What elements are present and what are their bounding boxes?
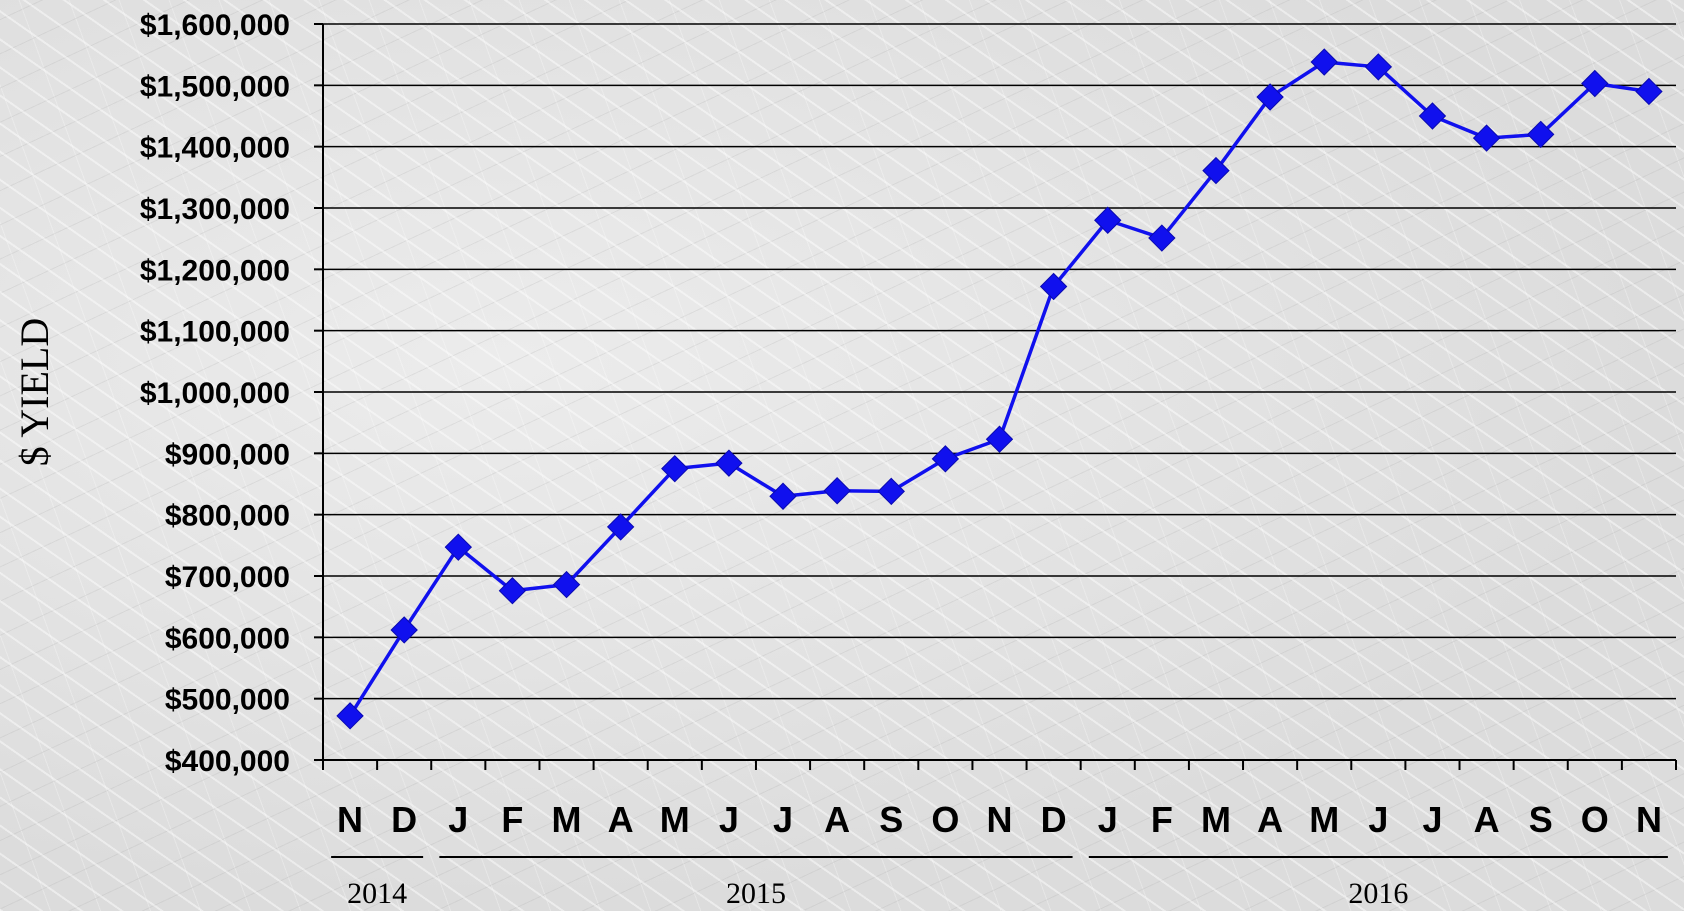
y-tick-label: $800,000 xyxy=(165,500,290,533)
data-point-marker xyxy=(1364,53,1393,81)
year-labels: 2014 2015 2016 xyxy=(331,856,1668,910)
data-point-marker xyxy=(1310,48,1338,76)
data-point-marker xyxy=(336,702,364,730)
data-point-marker xyxy=(985,425,1014,453)
y-axis-label: $ YIELD xyxy=(12,318,57,466)
data-point-marker xyxy=(498,577,527,605)
x-tick-label: J xyxy=(719,799,739,840)
data-point-marker xyxy=(661,454,689,483)
data-point-marker xyxy=(1256,83,1284,111)
x-tick-label: S xyxy=(879,799,903,840)
data-point-marker xyxy=(1635,77,1663,106)
data-point-marker xyxy=(1202,156,1230,185)
y-tick-label: $1,400,000 xyxy=(140,132,290,165)
y-tick-label: $1,000,000 xyxy=(140,377,290,410)
x-tick-label: M xyxy=(1309,799,1339,840)
series-group xyxy=(336,48,1663,730)
data-point-marker xyxy=(931,445,960,473)
data-point-marker xyxy=(1094,206,1122,234)
data-point-marker xyxy=(1472,124,1501,152)
x-tick-label: J xyxy=(1368,799,1388,840)
data-point-marker xyxy=(1526,120,1555,149)
y-tick-label: $1,100,000 xyxy=(140,316,290,349)
x-tick-label: N xyxy=(337,799,363,840)
x-tick-label: O xyxy=(931,799,959,840)
x-tick-label: F xyxy=(1151,799,1173,840)
x-tick-label: O xyxy=(1581,799,1609,840)
year-label: 2016 xyxy=(1348,877,1408,910)
x-tick-label: D xyxy=(391,799,417,840)
data-point-marker xyxy=(444,533,473,561)
data-point-marker xyxy=(769,482,797,510)
year-label: 2014 xyxy=(347,877,407,910)
x-tick-label: J xyxy=(1422,799,1442,840)
data-point-marker xyxy=(1418,102,1447,130)
x-tick-label: M xyxy=(660,799,690,840)
x-tick-label: A xyxy=(608,799,634,840)
x-tick-label: J xyxy=(1098,799,1118,840)
y-tick-label: $1,600,000 xyxy=(140,9,290,42)
data-point-marker xyxy=(552,570,581,599)
x-tick-label: M xyxy=(1201,799,1231,840)
data-point-marker xyxy=(823,477,851,505)
x-tick-label: M xyxy=(552,799,582,840)
x-tick-label: S xyxy=(1529,799,1553,840)
data-point-marker xyxy=(715,449,743,477)
x-tick-label: A xyxy=(824,799,850,840)
data-point-marker xyxy=(1581,69,1609,98)
x-tick-label: A xyxy=(1474,799,1500,840)
y-tick-label: $1,500,000 xyxy=(140,70,290,103)
x-tick-label: A xyxy=(1257,799,1283,840)
data-point-marker xyxy=(877,477,905,506)
x-tick-label: J xyxy=(773,799,793,840)
y-tick-label: $500,000 xyxy=(165,684,290,717)
x-tick-label: N xyxy=(987,799,1013,840)
year-label: 2015 xyxy=(726,877,786,910)
x-tick-label: J xyxy=(448,799,468,840)
y-tick-label: $600,000 xyxy=(165,622,290,655)
y-tick-label: $400,000 xyxy=(165,745,290,778)
data-point-marker xyxy=(606,513,635,541)
gridlines xyxy=(314,23,1676,761)
data-point-marker xyxy=(1148,224,1176,252)
series-line xyxy=(348,60,1650,717)
x-tick-label: F xyxy=(501,799,523,840)
y-tick-label: $1,300,000 xyxy=(140,193,290,226)
y-tick-label: $900,000 xyxy=(165,438,290,471)
x-tick-label: D xyxy=(1041,799,1067,840)
y-tick-labels: $400,000 $500,000 $600,000 $700,000 $800,000… xyxy=(140,9,290,778)
y-tick-label: $700,000 xyxy=(165,561,290,594)
x-tick-label: N xyxy=(1636,799,1662,840)
data-point-marker xyxy=(1039,272,1068,301)
y-tick-label: $1,200,000 xyxy=(140,254,290,287)
data-point-marker xyxy=(390,616,418,644)
